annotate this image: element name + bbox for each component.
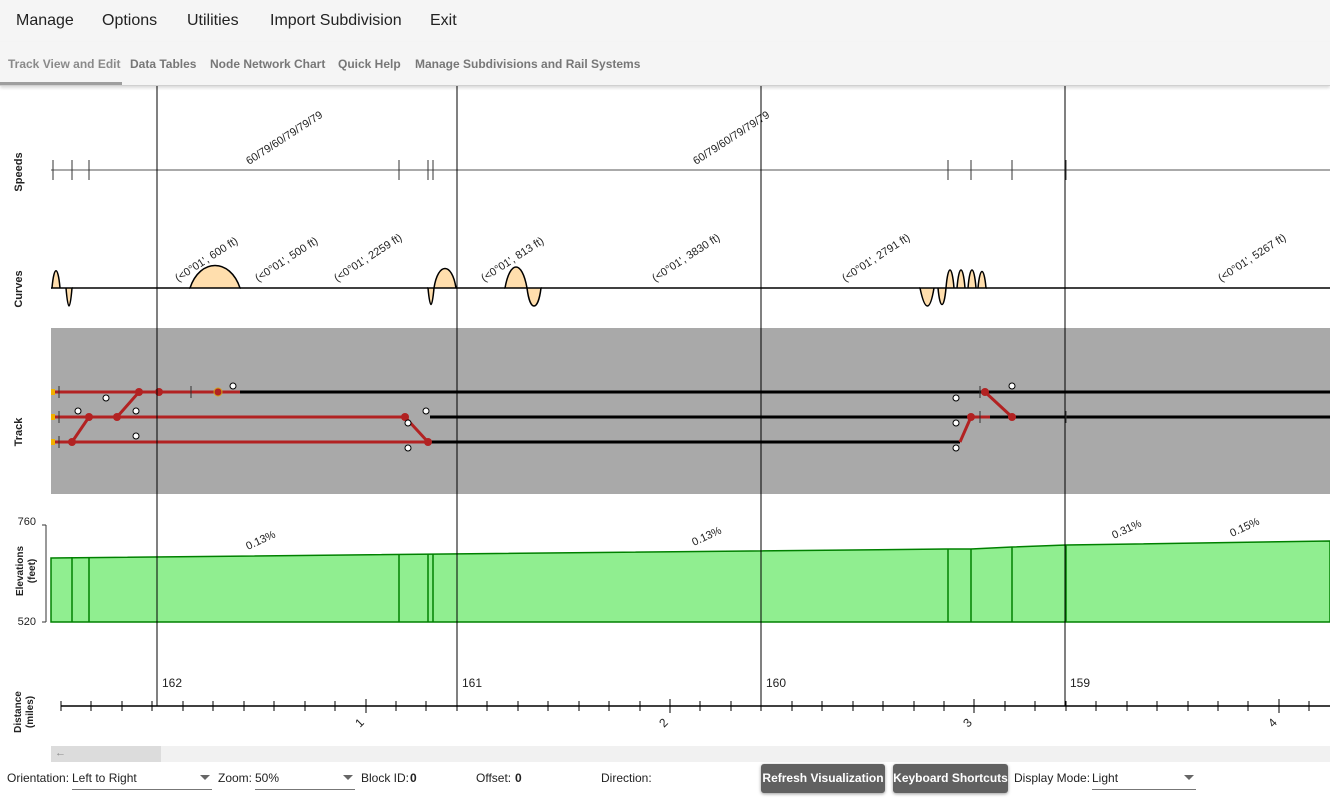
distance-unit-label: (miles) [25,696,36,728]
curve-label-7: (<0°01', 5267 ft) [1216,232,1288,285]
tab-data-tables[interactable]: Data Tables [130,57,197,71]
distance-tick-label-4: 4 [1265,715,1280,730]
switch-nodes [68,387,1016,446]
orientation-value: Left to Right [72,771,137,785]
curve-label-5: (<0°01', 3830 ft) [650,232,722,285]
bottom-control-bar: Orientation: Left to Right Zoom: 50% Blo… [0,762,1330,803]
display-mode-select[interactable]: Light [1092,770,1196,790]
menu-options[interactable]: Options [102,12,158,29]
milepost-label-162: 162 [162,676,182,690]
curve-label-3: (<0°01', 2259 ft) [332,232,404,285]
horizontal-scrollbar[interactable]: ← [51,746,1330,762]
grade-label-4: 0.15% [1228,516,1262,540]
insulated-joints [58,386,1067,448]
speed-label-1: 60/79/60/79/79/79 [244,109,325,167]
milepost-label-161: 161 [462,676,482,690]
zoom-value: 50% [255,771,280,785]
menu-exit[interactable]: Exit [430,12,457,29]
milepost-lines [156,86,1066,706]
track-area-background [51,328,1330,494]
milepost-label-160: 160 [766,676,786,690]
elevations-unit-label: (feet) [27,559,38,583]
elevation-max-label: 760 [18,516,36,528]
zoom-label: Zoom: [218,771,253,785]
curve-label-6: (<0°01', 2791 ft) [840,232,912,285]
zoom-select[interactable]: 50% [255,770,355,790]
offset-label: Offset: [476,771,512,785]
menu-import-subdivision[interactable]: Import Subdivision [270,12,402,29]
curves-row-label: Curves [13,270,25,307]
grade-label-1: 0.13% [244,529,278,553]
block-id-label: Block ID: [361,771,410,785]
tab-bar: Track View and Edit Data Tables Node Net… [0,42,1330,86]
track-lines [240,390,1330,444]
signal-icons [74,382,1016,452]
refresh-visualization-button[interactable]: Refresh Visualization [761,764,885,793]
orientation-chevron-down-icon [200,775,210,780]
grade-label-3: 0.31% [1110,518,1144,542]
track-row-label: Track [13,417,25,447]
distance-tick-label-3: 3 [960,715,975,730]
tab-node-network-chart[interactable]: Node Network Chart [210,57,326,71]
main-menubar: Manage Options Utilities Import Subdivis… [0,0,1330,42]
grade-label-2: 0.13% [690,525,724,549]
distance-tick-label-2: 2 [656,715,671,730]
offset-value: 0 [515,771,522,785]
scrollbar-thumb[interactable] [51,746,161,762]
display-mode-value: Light [1092,771,1119,785]
elevations-row-label: Elevations [15,546,26,596]
speeds-row-label: Speeds [13,152,25,191]
distance-ticks [60,699,1310,713]
milepost-label-159: 159 [1070,676,1090,690]
tab-track-view-and-edit[interactable]: Track View and Edit [8,57,121,71]
block-id-value: 0 [410,771,417,785]
end-markers [51,389,55,445]
speed-label-2: 60/79/60/79/79/79 [691,109,772,167]
speed-tick-marks [52,160,1067,180]
orientation-label: Orientation: [7,771,70,785]
curve-shapes [51,264,987,307]
active-tab-indicator [0,82,122,85]
tab-quick-help[interactable]: Quick Help [338,57,401,71]
tab-manage-subdivisions[interactable]: Manage Subdivisions and Rail Systems [415,57,641,71]
distance-tick-label-1: 1 [352,715,367,730]
direction-label: Direction: [601,771,652,785]
orientation-select[interactable]: Left to Right [72,770,212,790]
elevation-profile [50,540,1330,623]
menu-utilities[interactable]: Utilities [187,12,239,29]
route-lines [51,390,1014,444]
curve-label-2: (<0°01', 500 ft) [253,235,320,284]
elevation-axis [42,524,47,623]
elevation-min-label: 520 [18,616,36,628]
scroll-left-arrow-icon[interactable]: ← [55,747,66,759]
display-mode-label: Display Mode: [1014,771,1091,785]
keyboard-shortcuts-button[interactable]: Keyboard Shortcuts [893,764,1008,793]
elevation-break-lines [71,545,1067,622]
distance-row-label: Distance [13,691,24,733]
display-mode-chevron-down-icon [1184,775,1194,780]
zoom-chevron-down-icon [343,775,353,780]
track-visualization[interactable]: Speeds Curves Track Elevations (feet) Di… [0,86,1330,746]
menu-manage[interactable]: Manage [16,12,74,29]
